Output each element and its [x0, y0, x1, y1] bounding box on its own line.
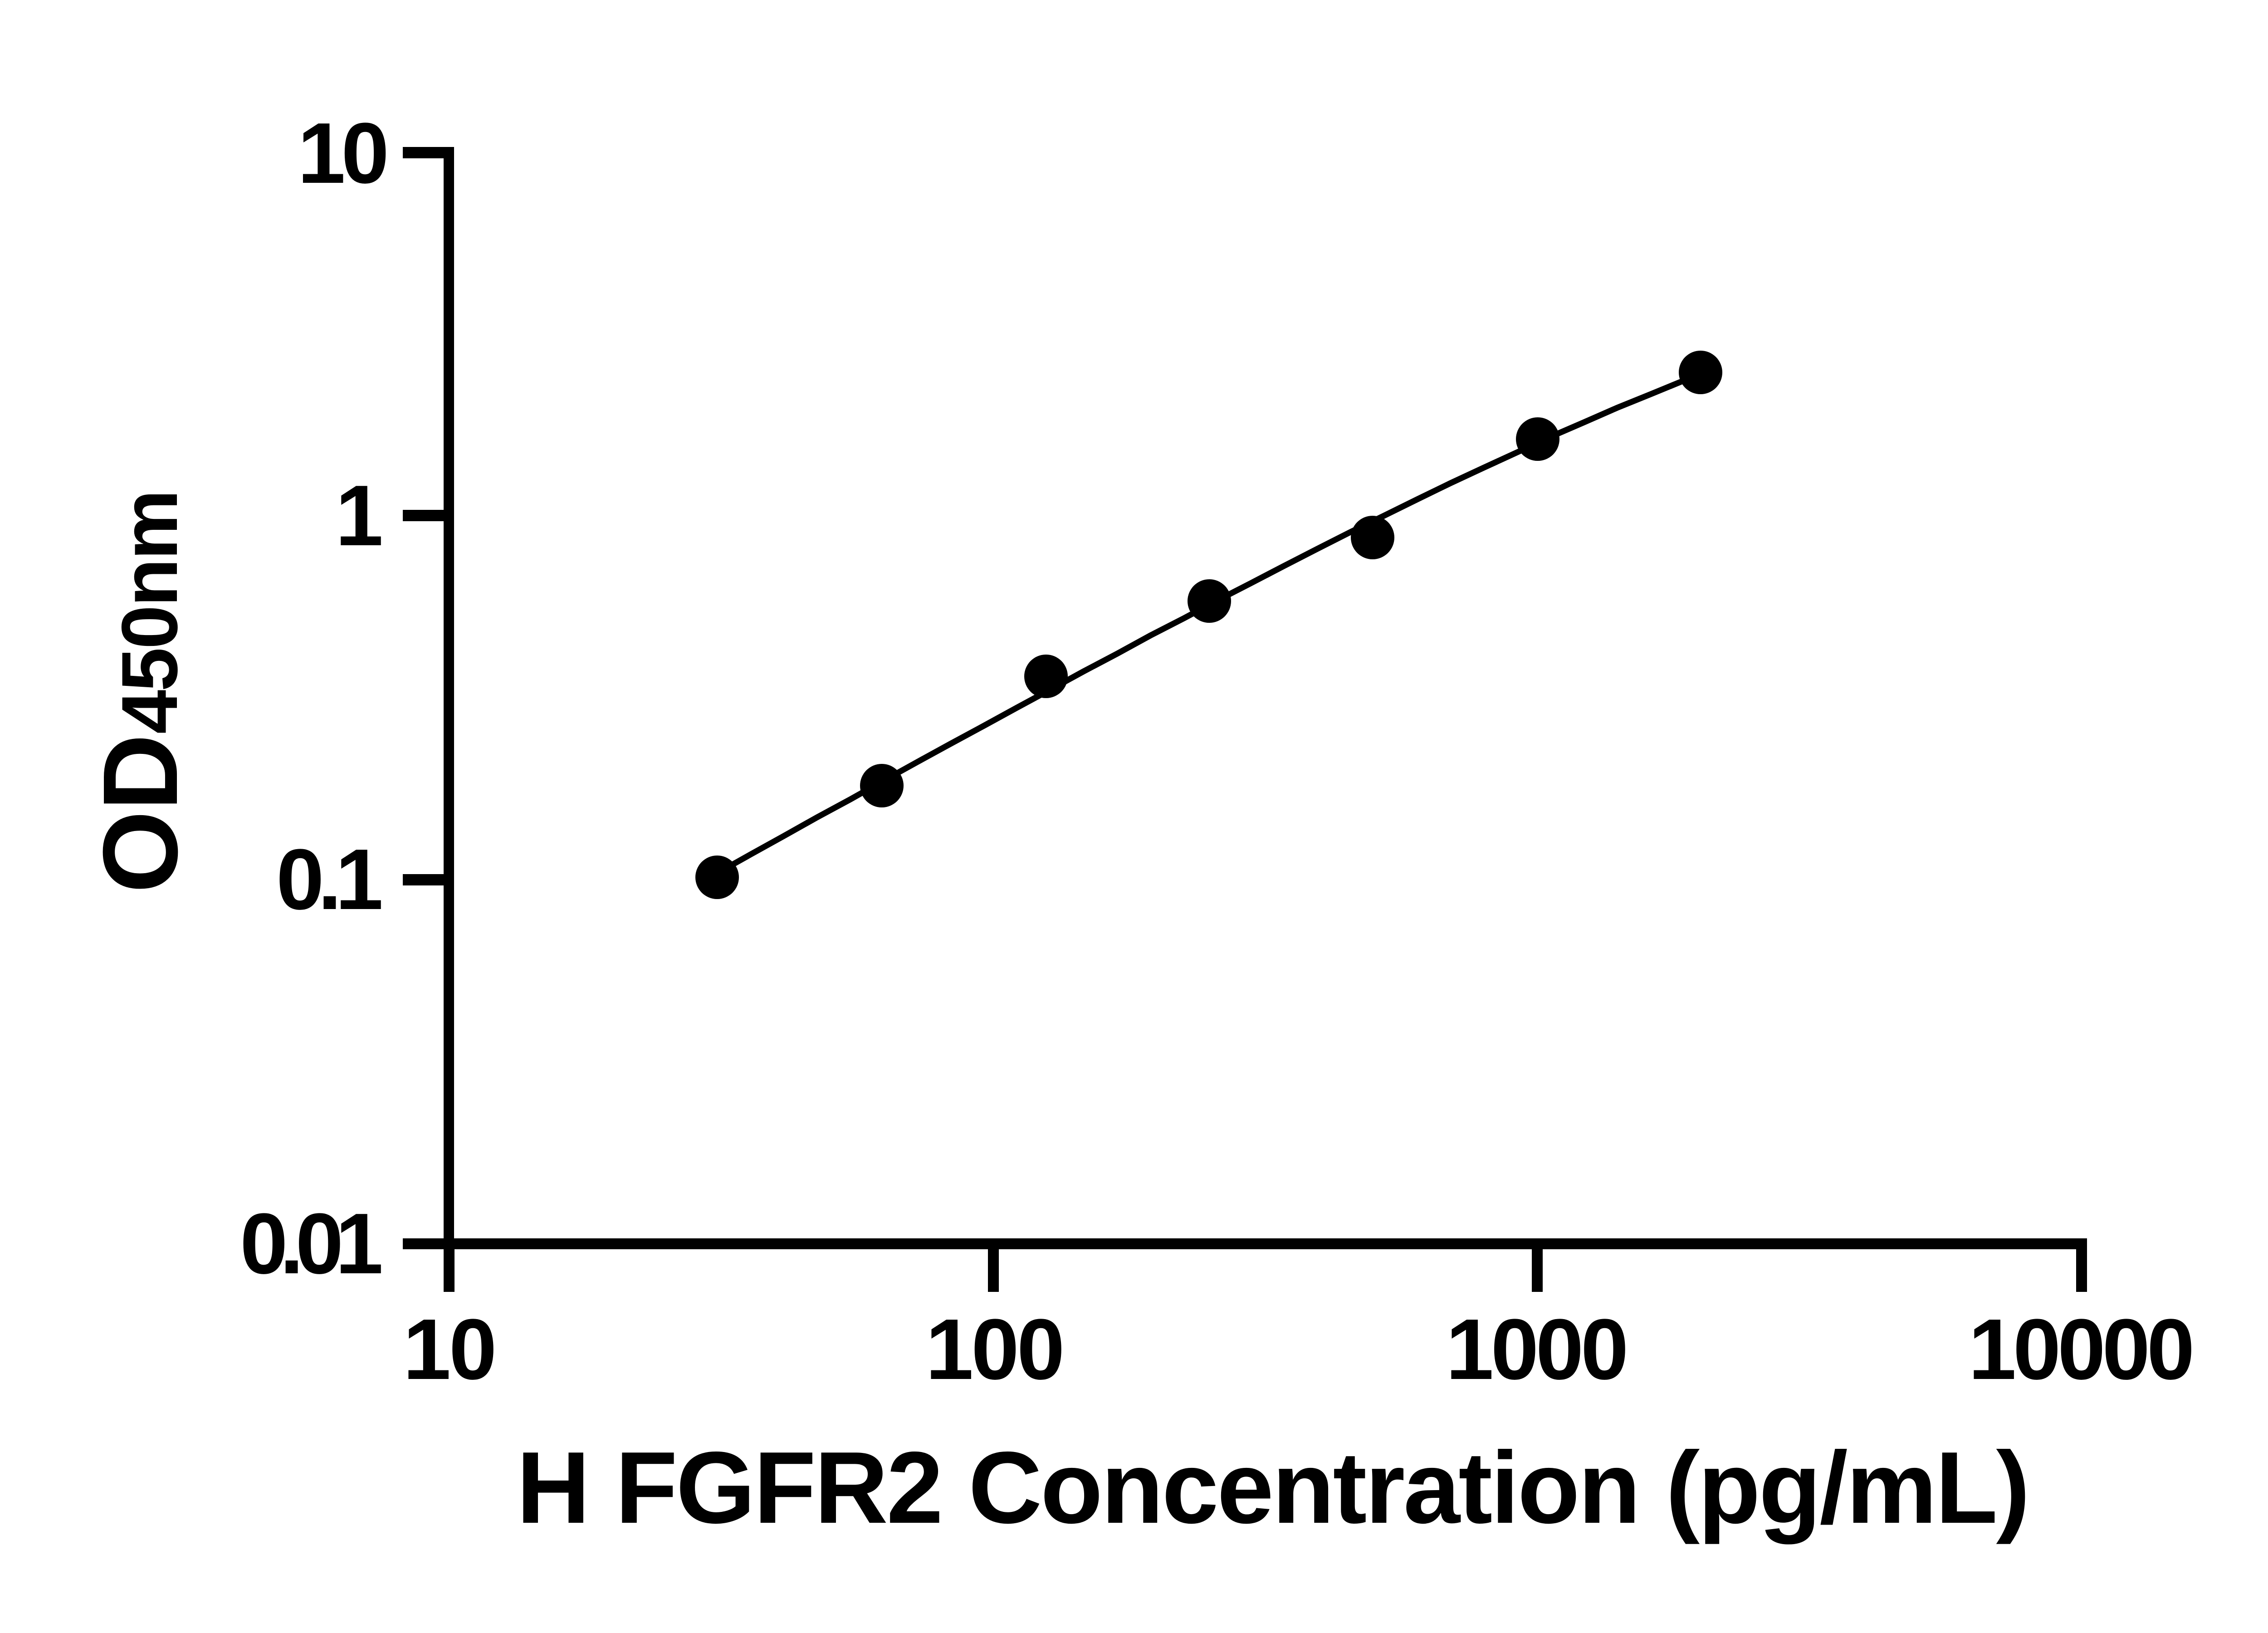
svg-text:0.01: 0.01 — [240, 1196, 383, 1292]
svg-text:1000: 1000 — [1446, 1301, 1629, 1398]
svg-text:0.1: 0.1 — [276, 831, 383, 928]
svg-text:10: 10 — [298, 105, 389, 201]
svg-text:10: 10 — [403, 1301, 497, 1398]
svg-text:1: 1 — [335, 468, 383, 564]
svg-text:OD450nm: OD450nm — [81, 489, 200, 893]
svg-text:100: 100 — [926, 1301, 1065, 1398]
svg-text:H FGFR2 Concentration (pg/mL): H FGFR2 Concentration (pg/mL) — [517, 1430, 2030, 1545]
svg-text:10000: 10000 — [1969, 1301, 2195, 1398]
